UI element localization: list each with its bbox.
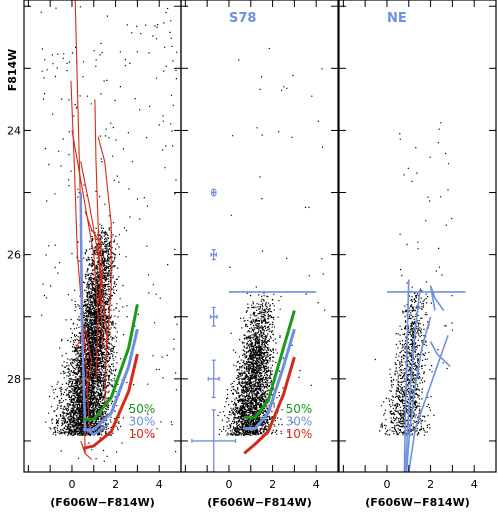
error-bar <box>191 409 237 472</box>
x-axis-label: (F606W−F814W) <box>365 496 470 509</box>
y-axis-label: F814W <box>6 49 19 92</box>
plot-area <box>40 0 178 462</box>
legend-10pct: 10% <box>286 427 313 441</box>
evolutionary-track <box>84 211 104 305</box>
legend-10pct: 10% <box>129 427 156 441</box>
plot-area <box>374 122 466 472</box>
panel-ne: NE 0 2 4(F606W−F814W) <box>338 0 497 509</box>
y-tick-label: 24 <box>7 124 21 137</box>
star-points <box>40 6 178 462</box>
evolutionary-track <box>80 161 108 404</box>
error-bar <box>210 188 217 197</box>
panel-title: NE <box>387 11 407 26</box>
x-tick-label: 0 <box>225 478 232 491</box>
completeness-50pct <box>244 310 296 419</box>
x-tick-label: 2 <box>427 478 434 491</box>
error-bar <box>209 306 218 327</box>
blue-line <box>403 279 410 472</box>
error-bar <box>207 359 220 399</box>
x-tick-label: 2 <box>269 478 276 491</box>
legend-30pct: 30% <box>286 414 313 428</box>
y-tick-label: 28 <box>7 373 21 386</box>
x-axis-label: (F606W−F814W) <box>207 496 312 509</box>
completeness-50pct <box>82 304 139 421</box>
x-axis-label: (F606W−F814W) <box>50 496 155 509</box>
panel-title: S78 <box>229 11 256 26</box>
evolutionary-track <box>97 136 112 348</box>
panel-frame <box>23 0 182 473</box>
blue-line <box>429 341 451 367</box>
legend-50pct: 50% <box>129 402 156 416</box>
x-tick-label: 0 <box>383 478 390 491</box>
panel-frame <box>180 0 339 473</box>
panel-frame <box>338 0 497 473</box>
star-points <box>217 47 326 436</box>
evolutionary-track <box>71 130 99 379</box>
x-tick-label: 4 <box>313 478 320 491</box>
completeness-10pct <box>243 356 296 455</box>
blue-line <box>404 291 421 472</box>
star-points <box>374 122 453 436</box>
x-tick-label: 2 <box>112 478 119 491</box>
panel-s78: 50%30%10% S78 0 2 4(F606W−F814W) <box>180 0 339 509</box>
x-tick-label: 4 <box>471 478 478 491</box>
completeness-30pct <box>244 328 296 430</box>
legend-50pct: 50% <box>286 402 313 416</box>
blue-line <box>408 335 449 472</box>
error-bar <box>210 249 217 261</box>
x-tick-label: 0 <box>68 478 75 491</box>
y-tick-label: 26 <box>7 249 21 262</box>
evolutionary-track <box>80 440 92 460</box>
plot-area <box>191 47 326 472</box>
legend-30pct: 30% <box>129 414 156 428</box>
x-tick-label: 4 <box>156 478 163 491</box>
evolutionary-track <box>94 99 104 348</box>
blue-line <box>405 316 432 472</box>
completeness-30pct <box>82 328 139 432</box>
blue-line <box>429 285 445 311</box>
completeness-10pct <box>82 353 139 450</box>
